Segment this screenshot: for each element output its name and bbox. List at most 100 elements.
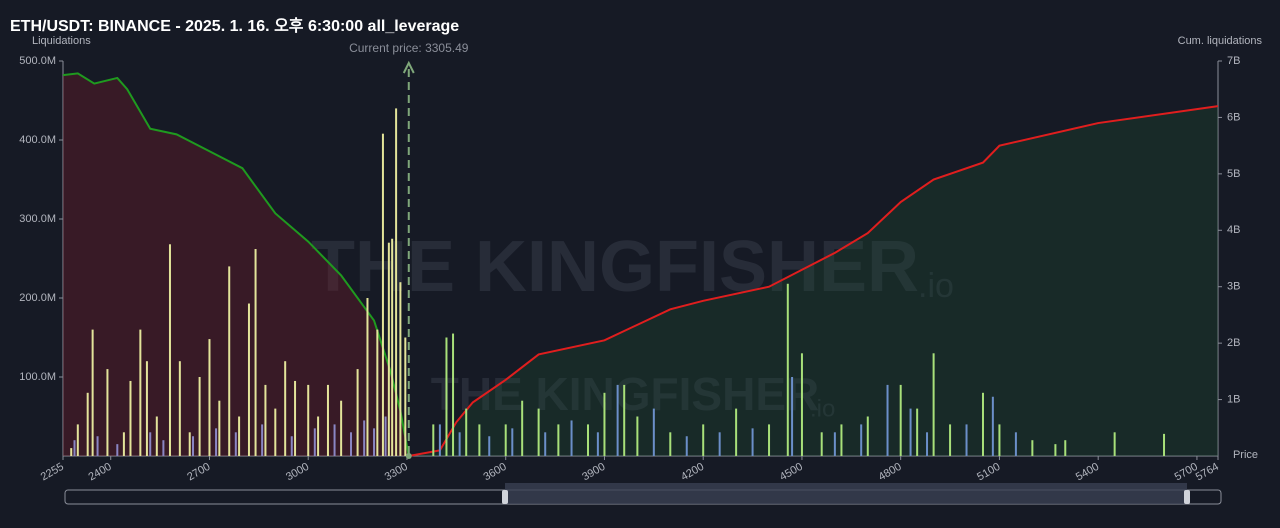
liquidation-bar — [178, 361, 181, 456]
liquidation-bar — [391, 238, 394, 456]
liquidation-bar — [155, 416, 158, 456]
liquidation-bar — [521, 400, 524, 456]
liquidation-bar — [1064, 440, 1067, 456]
liquidation-bar — [926, 432, 929, 456]
y2-tick-label: 4B — [1227, 224, 1240, 236]
liquidation-bar — [652, 408, 655, 456]
y2-tick-label: 6B — [1227, 111, 1240, 123]
y2-tick-label: 1B — [1227, 393, 1240, 405]
liquidation-bar — [198, 377, 201, 456]
liquidation-bar — [537, 408, 540, 456]
liquidation-bar — [1163, 433, 1166, 456]
liquidation-bar — [76, 424, 79, 456]
y2-tick-label: 7B — [1227, 55, 1240, 67]
liquidation-bar — [274, 408, 277, 456]
liquidation-bar — [363, 420, 366, 456]
liquidation-bar — [603, 392, 606, 456]
liquidation-bar — [122, 432, 125, 456]
liquidation-bar — [188, 432, 191, 456]
liquidation-bar — [366, 298, 369, 456]
scroll-handle[interactable] — [1184, 490, 1190, 504]
liquidation-bar — [317, 416, 320, 456]
liquidation-bar — [234, 432, 237, 456]
liquidation-bar — [860, 424, 863, 456]
liquidation-bar — [356, 369, 359, 456]
liquidation-bar — [751, 428, 754, 456]
liquidation-bar — [106, 369, 109, 456]
watermark-suffix: .io — [810, 395, 835, 422]
y-tick-label: 100.0M — [19, 371, 56, 383]
watermark-suffix: .io — [918, 267, 954, 305]
liquidation-bar — [350, 432, 353, 456]
y-tick-label: 400.0M — [19, 134, 56, 146]
liquidation-bar — [445, 337, 448, 456]
liquidation-bar — [333, 424, 336, 456]
liquidation-bar — [313, 428, 316, 456]
watermark-text: THE KINGFISHER — [311, 227, 919, 307]
liquidation-bar — [949, 424, 952, 456]
liquidation-bar — [228, 266, 231, 456]
liquidation-bar — [991, 396, 994, 456]
liquidation-bar — [909, 408, 912, 456]
liquidation-bar — [254, 249, 257, 456]
liquidation-bar — [899, 384, 902, 456]
liquidation-bar — [685, 436, 688, 456]
liquidation-bar — [73, 440, 76, 456]
current-price-arrow — [402, 60, 415, 74]
liquidation-bar — [833, 432, 836, 456]
liquidation-bar — [86, 392, 89, 456]
scroll-window[interactable] — [505, 483, 1187, 504]
liquidation-bar — [570, 420, 573, 456]
scroll-handle[interactable] — [502, 490, 508, 504]
y-axis-label: Liquidations — [32, 35, 91, 47]
liquidation-bar — [116, 444, 119, 456]
liquidation-bar — [596, 432, 599, 456]
liquidation-bar — [544, 432, 547, 456]
liquidation-bar — [307, 384, 310, 456]
liquidation-bar — [623, 384, 626, 456]
liquidation-bar — [616, 384, 619, 456]
liquidation-bar — [718, 432, 721, 456]
liquidation-bar — [702, 424, 705, 456]
liquidation-bar — [218, 400, 221, 456]
liquidation-bar — [452, 333, 455, 456]
cum-area — [63, 73, 409, 457]
liquidation-bar — [886, 384, 889, 456]
liquidation-bar — [373, 428, 376, 456]
liquidation-bar — [636, 416, 639, 456]
liquidation-bar — [192, 436, 195, 456]
liquidation-bar — [840, 424, 843, 456]
liquidation-bar — [791, 377, 794, 456]
chart-title: ETH/USDT: BINANCE - 2025. 1. 16. 오후 6:30… — [10, 16, 459, 35]
liquidation-bar — [145, 361, 148, 456]
liquidation-bar — [800, 353, 803, 456]
y2-tick-label: 5B — [1227, 168, 1240, 180]
liquidation-bar — [376, 329, 379, 456]
liquidation-bar — [208, 339, 211, 456]
liquidation-bar — [1113, 432, 1116, 456]
liquidation-bar — [458, 432, 461, 456]
x-axis-label: Price — [1233, 449, 1258, 461]
liquidation-bar — [404, 337, 407, 456]
liquidation-bar — [294, 380, 297, 456]
liquidation-bar — [557, 424, 560, 456]
liquidation-bar — [768, 424, 771, 456]
liquidation-bar — [70, 448, 73, 456]
liquidation-bar — [384, 416, 387, 456]
y-tick-label: 300.0M — [19, 213, 56, 225]
liquidation-bar — [669, 432, 672, 456]
scrollbar[interactable] — [64, 483, 1222, 505]
current-price-dot — [405, 453, 412, 459]
cum-area — [408, 106, 1218, 457]
y-tick-label: 200.0M — [19, 292, 56, 304]
y2-tick-label: 3B — [1227, 281, 1240, 293]
liquidation-bar — [438, 424, 441, 456]
liquidation-bar — [587, 424, 589, 456]
liquidation-bar — [465, 408, 468, 456]
liquidation-bar — [504, 424, 507, 456]
liquidation-bar — [1054, 444, 1057, 456]
liquidation-bar — [168, 244, 171, 456]
y-tick-label: 500.0M — [19, 55, 56, 67]
liquidation-bar — [432, 424, 435, 456]
